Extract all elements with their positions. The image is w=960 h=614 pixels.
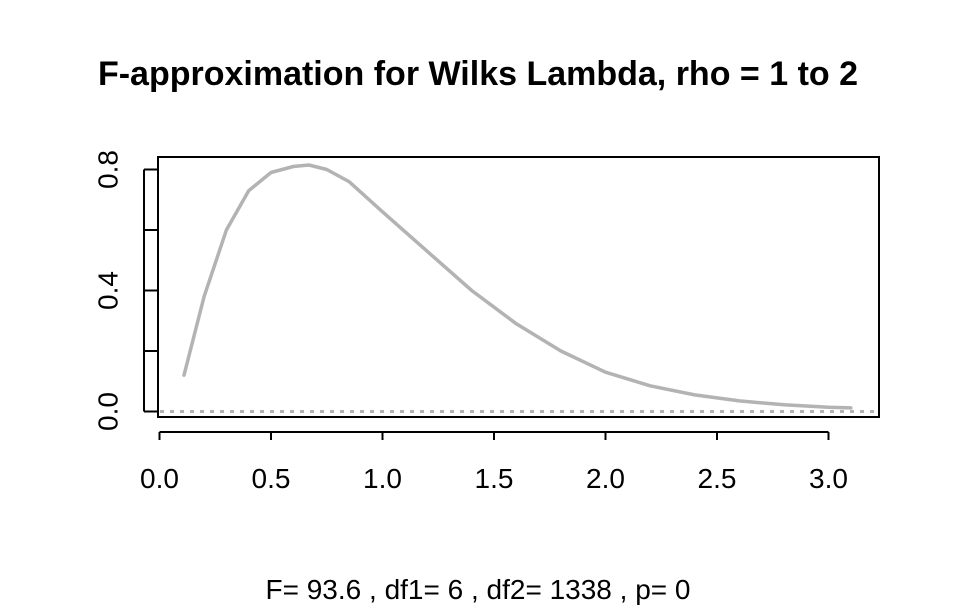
x-tick-label: 2.0 xyxy=(586,463,625,494)
x-tick-label: 1.5 xyxy=(475,463,514,494)
x-axis-label: F= 93.6 , df1= 6 , df2= 1338 , p= 0 xyxy=(0,574,960,606)
y-tick-label: 0.0 xyxy=(92,392,123,431)
x-tick-label: 0.5 xyxy=(252,463,291,494)
chart-title-text: F-approximation for Wilks Lambda, rho = … xyxy=(97,55,859,93)
y-axis: 0.0 0.4 0.8 xyxy=(92,150,158,431)
plot-frame xyxy=(157,156,880,418)
y-tick-label: 0.8 xyxy=(92,150,123,189)
x-tick-label: 2.5 xyxy=(698,463,737,494)
density-curve xyxy=(182,163,853,410)
x-tick-label: 1.0 xyxy=(363,463,402,494)
y-tick-label: 0.4 xyxy=(92,271,123,310)
x-axis: 0.0 0.5 1.0 1.5 2.0 2.5 3.0 xyxy=(140,431,848,494)
chart-title: F-approximation for Wilks Lambda, rho = … xyxy=(0,55,960,94)
x-tick-label: 3.0 xyxy=(809,463,848,494)
series-layer xyxy=(160,163,877,413)
x-tick-label: 0.0 xyxy=(140,463,179,494)
x-axis-label-text: F= 93.6 , df1= 6 , df2= 1338 , p= 0 xyxy=(265,574,691,605)
